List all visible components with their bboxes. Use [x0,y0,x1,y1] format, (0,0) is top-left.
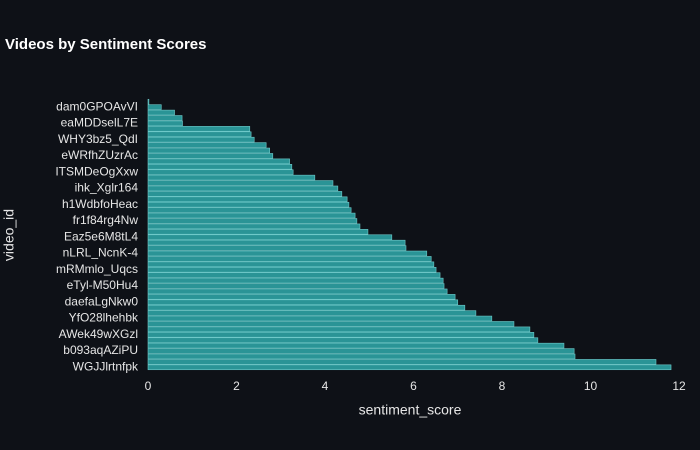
y-tick-label: nLRL_NcnK-4 [63,246,139,260]
bar [147,321,515,327]
bar [147,196,348,203]
bar [147,136,255,143]
bar [147,191,343,197]
bar [147,131,252,137]
y-tick-label: eaMDDselL7E [61,116,138,130]
x-tick-label: 8 [499,379,506,393]
y-tick-label: ihk_Xglr164 [75,181,139,195]
bar [147,332,535,338]
bar [147,353,576,360]
bar [147,207,352,213]
bar [147,304,466,311]
chart-title: Videos by Sentiment Scores [5,36,206,53]
x-tick-label: 4 [322,379,329,393]
bar [147,261,435,268]
bar [147,364,672,371]
bar [147,164,293,170]
bar [147,299,459,305]
bar [147,234,393,240]
x-tick-label: 12 [672,379,686,393]
bar [147,104,162,110]
x-tick-label: 2 [233,379,240,393]
y-tick-label: dam0GPOAvVI [56,99,138,113]
bar [147,294,456,300]
bar [147,250,428,257]
y-tick-label: b093aqAZiPU [63,343,138,357]
x-axis-title: sentiment_score [359,402,462,418]
bar [147,266,437,273]
bar [147,109,175,116]
x-tick-label: 6 [410,379,417,393]
bar [147,185,339,192]
bar [147,283,445,289]
bar [147,115,183,121]
x-tick-label: 0 [145,379,152,393]
y-tick-label: WGJJlrtnfpk [73,359,139,373]
bar [147,256,432,262]
y-tick-label: YfO28lhehbk [69,311,139,325]
bar [147,120,183,127]
bar [147,218,358,224]
y-tick-label: AWek49wXGzl [59,327,138,341]
bar [147,169,294,175]
bar [147,315,493,322]
bar [147,337,539,343]
bar [147,359,657,365]
bar [147,342,565,349]
bar [147,288,448,295]
bar [147,201,350,208]
bar [147,98,150,105]
y-tick-label: Eaz5e6M8tL4 [64,229,138,243]
y-tick-label: eTyl-M50Hu4 [67,278,139,292]
bar [147,223,361,230]
bar [147,126,251,132]
bar [147,272,441,278]
bar [147,326,531,333]
bar [147,212,356,219]
bar [147,158,290,165]
y-tick-label: fr1f84rg4Nw [73,213,139,227]
y-tick-label: daefaLgNkw0 [65,294,139,308]
y-axis-title: video_id [1,209,17,261]
bar [147,153,274,159]
bar [147,348,575,354]
x-tick-label: 10 [584,379,598,393]
bar [147,277,444,284]
y-tick-label: eWRfhZUzrAc [61,148,138,162]
bar [147,147,270,154]
bar [147,142,267,148]
y-tick-label: WHY3bz5_QdI [58,132,138,146]
y-tick-label: ITSMDeOgXxw [55,164,138,178]
y-tick-label: mRMmlo_Uqcs [56,262,138,276]
bar [147,229,369,235]
bar [147,180,334,186]
bar [147,310,477,316]
bar [147,245,407,251]
bar [147,174,316,181]
bar [147,239,406,246]
y-tick-label: h1WdbfoHeac [62,197,138,211]
